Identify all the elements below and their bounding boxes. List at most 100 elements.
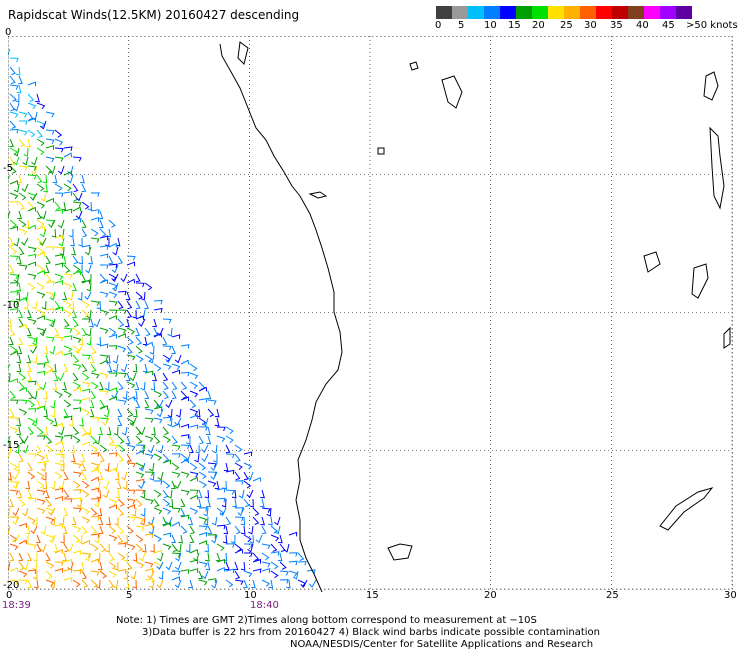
wind-barb [49, 165, 56, 175]
wind-barb [90, 300, 100, 306]
wind-barb [93, 318, 101, 328]
wind-barb [162, 390, 170, 400]
wind-barb [283, 543, 290, 553]
wind-barb [49, 534, 56, 544]
wind-barb [62, 291, 68, 301]
wind-barb [153, 390, 163, 398]
wind-barb [9, 378, 19, 383]
wind-barb [213, 454, 218, 463]
wind-barb [97, 561, 103, 571]
wind-barb [72, 354, 80, 363]
wind-barb [153, 307, 163, 313]
wind-barb [189, 390, 199, 398]
wind-barb [27, 117, 37, 123]
wind-barb [189, 363, 198, 372]
wind-barb [67, 174, 74, 184]
wind-barb [9, 57, 19, 63]
wind-barb [130, 570, 137, 580]
lon-tick-label: 20 [484, 590, 497, 601]
wind-barb [225, 489, 235, 495]
note-line: 3)Data buffer is 22 hrs from 20160427 4)… [142, 627, 600, 638]
wind-barb [214, 417, 220, 427]
wind-barb [36, 426, 44, 435]
wind-barb [234, 570, 241, 580]
wind-barb [32, 417, 38, 427]
wind-barb [77, 534, 83, 544]
wind-barb [86, 309, 92, 319]
wind-barb [63, 264, 71, 273]
wind-barb [297, 552, 305, 561]
wind-barb [72, 569, 82, 575]
wind-barb [9, 399, 19, 405]
wind-barb [27, 569, 37, 575]
wind-barb [72, 497, 82, 502]
wind-barb [27, 273, 37, 280]
wind-barb [225, 444, 231, 454]
wind-barb [198, 471, 207, 480]
wind-barb [194, 453, 200, 463]
wind-barb [189, 444, 194, 454]
wind-barb [27, 579, 33, 589]
wind-barb [156, 579, 164, 589]
wind-barb [153, 406, 163, 412]
wind-barb [54, 156, 64, 162]
wind-barb [108, 282, 118, 290]
wind-barb [198, 397, 208, 403]
wind-barb [27, 261, 37, 267]
wind-barb [90, 525, 98, 534]
wind-barb [288, 531, 298, 537]
wind-barb [234, 543, 243, 552]
wind-barb [63, 345, 73, 353]
wind-barb [17, 489, 23, 499]
map-frame [8, 36, 733, 590]
wind-barb [138, 480, 146, 489]
wind-barb [108, 395, 118, 401]
wind-barb [117, 255, 123, 265]
wind-barb [57, 219, 65, 229]
wind-barb [36, 405, 46, 411]
wind-barb [132, 579, 137, 589]
wind-barb [171, 435, 178, 445]
wind-barb [63, 318, 70, 328]
wind-barb [108, 242, 118, 248]
wind-barb [240, 561, 246, 571]
wind-barb [189, 525, 196, 535]
wind-barb [103, 408, 110, 418]
wind-barb [48, 219, 56, 229]
wind-barb [9, 390, 16, 400]
wind-barb [126, 278, 136, 284]
note-line: Note: 1) Times are GMT 2)Times along bot… [116, 615, 537, 626]
wind-barb [27, 344, 37, 350]
wind-barb [135, 273, 141, 283]
wind-barb [9, 180, 19, 185]
wind-barb [13, 102, 20, 112]
wind-barb [149, 345, 155, 355]
wind-barb [63, 363, 69, 373]
wind-barb [90, 533, 100, 539]
wind-barb [135, 462, 145, 470]
wind-barb [244, 543, 253, 548]
wind-barb [162, 516, 168, 526]
color-swatch [436, 6, 452, 19]
wind-barb [203, 507, 209, 517]
wind-barb [121, 363, 128, 373]
wind-barb [126, 504, 136, 509]
wind-barb [72, 264, 81, 273]
wind-barb [198, 435, 204, 445]
wind-barb [149, 579, 155, 589]
wind-barb [180, 489, 190, 496]
wind-barb [153, 363, 162, 372]
wind-barb [135, 516, 145, 523]
wind-barb [9, 300, 19, 306]
wind-barb [108, 504, 118, 510]
island [237, 41, 249, 65]
wind-barb [32, 300, 38, 310]
wind-barb [144, 522, 154, 528]
wind-barb [243, 534, 252, 543]
wind-barb [72, 206, 82, 212]
wind-barb [70, 453, 76, 463]
wind-barb [139, 552, 146, 562]
wind-barb [162, 543, 172, 551]
wind-barb [111, 273, 119, 283]
wind-barb [69, 300, 75, 310]
